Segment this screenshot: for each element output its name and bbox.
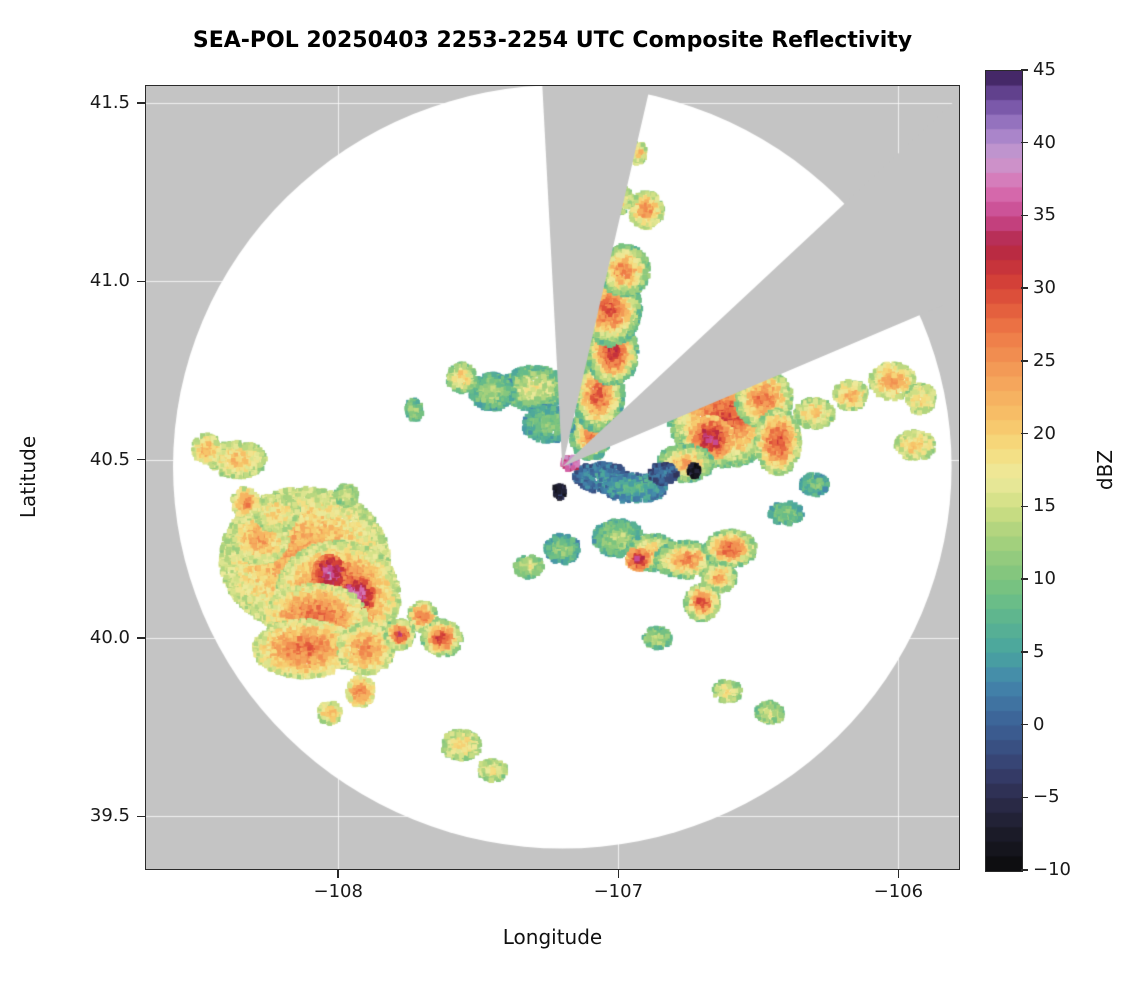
colorbar-label: dBZ	[1093, 449, 1117, 491]
colorbar	[985, 70, 1023, 872]
colorbar-tick-label: 10	[1033, 568, 1056, 590]
colorbar-tick-label: 45	[1033, 59, 1056, 80]
colorbar-tick-mark	[1021, 69, 1028, 71]
colorbar-tick-mark	[1021, 651, 1028, 653]
x-tick-label: −108	[313, 881, 363, 902]
colorbar-tick-label: 0	[1033, 713, 1045, 735]
x-tick-mark	[897, 870, 900, 878]
colorbar-tick-mark	[1021, 796, 1028, 799]
colorbar-tick-mark	[1021, 505, 1028, 508]
y-tick-label: 41.5	[89, 91, 130, 113]
y-tick-label: 39.5	[89, 805, 130, 827]
y-tick-label: 40.5	[89, 448, 130, 470]
colorbar-tick-mark	[1021, 869, 1028, 871]
radar-plot-canvas	[145, 85, 960, 870]
y-tick-mark	[137, 637, 145, 639]
y-tick-mark	[137, 280, 145, 282]
colorbar-tick-label: 40	[1033, 131, 1056, 153]
x-tick-mark	[337, 870, 339, 878]
y-tick-label: 40.0	[89, 627, 130, 649]
colorbar-tick-label: 30	[1033, 277, 1056, 299]
colorbar-tick-label: 25	[1033, 349, 1056, 371]
colorbar-tick-label: 20	[1033, 422, 1056, 444]
colorbar-tick-mark	[1021, 360, 1028, 362]
colorbar-tick-label: 15	[1033, 495, 1056, 517]
colorbar-tick-mark	[1021, 432, 1028, 435]
x-tick-label: −106	[873, 881, 924, 902]
colorbar-tick-mark	[1021, 287, 1028, 289]
y-tick-mark	[137, 102, 145, 104]
x-tick-mark	[617, 870, 620, 878]
x-tick-label: −107	[593, 881, 644, 902]
chart-title: SEA-POL 20250403 2253-2254 UTC Composite…	[192, 28, 913, 53]
y-axis-label: Latitude	[16, 435, 40, 519]
colorbar-tick-mark	[1021, 141, 1028, 144]
colorbar-tick-mark	[1021, 578, 1028, 580]
colorbar-tick-mark	[1021, 723, 1028, 726]
y-tick-mark	[137, 458, 145, 461]
colorbar-tick-label: −5	[1033, 786, 1060, 808]
x-axis-label: Longitude	[502, 925, 603, 949]
colorbar-tick-label: 5	[1033, 640, 1045, 662]
colorbar-tick-label: 35	[1033, 204, 1056, 226]
colorbar-tick-mark	[1021, 214, 1028, 217]
y-tick-label: 41.0	[89, 270, 130, 292]
colorbar-tick-label: −10	[1033, 859, 1071, 880]
y-tick-mark	[137, 815, 145, 818]
